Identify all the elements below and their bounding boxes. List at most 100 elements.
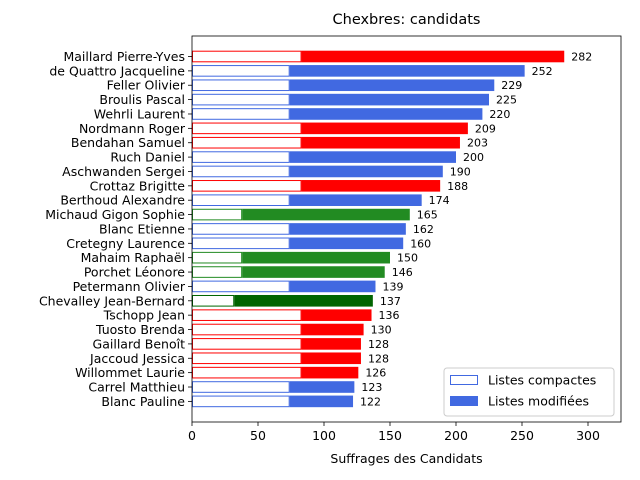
y-tick-label-19: Tuosto Brenda bbox=[95, 322, 185, 337]
bar-modified-5 bbox=[301, 122, 468, 135]
y-tick-label-12: Blanc Etienne bbox=[99, 221, 185, 236]
value-label-17: 137 bbox=[380, 295, 401, 308]
bar-modified-3 bbox=[289, 93, 489, 106]
bar-modified-10 bbox=[289, 194, 422, 206]
value-label-6: 203 bbox=[467, 137, 488, 150]
y-tick-label-6: Bendahan Samuel bbox=[71, 135, 185, 150]
y-tick-label-24: Blanc Pauline bbox=[101, 394, 185, 409]
bar-compact-15 bbox=[192, 266, 243, 278]
x-tick-label-1: 50 bbox=[250, 428, 266, 443]
bar-compact-10 bbox=[192, 194, 290, 206]
bar-compact-5 bbox=[192, 122, 302, 135]
y-tick-label-3: Broulis Pascal bbox=[99, 92, 185, 107]
bar-compact-0 bbox=[192, 50, 302, 63]
y-tick-label-7: Ruch Daniel bbox=[110, 150, 185, 165]
y-tick-label-22: Willommet Laurie bbox=[75, 365, 185, 380]
bar-compact-21 bbox=[192, 352, 302, 365]
legend-swatch-1 bbox=[450, 396, 478, 406]
value-label-14: 150 bbox=[397, 252, 418, 265]
value-label-1: 252 bbox=[532, 65, 553, 78]
bar-modified-21 bbox=[301, 352, 361, 365]
value-label-22: 126 bbox=[365, 367, 386, 380]
value-label-8: 190 bbox=[450, 165, 471, 178]
bar-modified-1 bbox=[289, 65, 525, 77]
bar-modified-9 bbox=[301, 180, 441, 192]
bar-compact-23 bbox=[192, 381, 290, 393]
y-tick-label-0: Maillard Pierre-Yves bbox=[63, 49, 185, 64]
x-tick-label-2: 100 bbox=[312, 428, 336, 443]
bar-modified-7 bbox=[289, 151, 456, 163]
y-tick-label-13: Cretegny Laurence bbox=[66, 236, 185, 251]
value-label-2: 229 bbox=[501, 79, 522, 92]
y-tick-label-11: Michaud Gigon Sophie bbox=[45, 207, 185, 222]
chart-title: Chexbres: candidats bbox=[333, 12, 481, 28]
y-tick-label-20: Gaillard Benoît bbox=[93, 336, 186, 351]
legend-label-0: Listes compactes bbox=[488, 373, 596, 388]
bar-compact-12 bbox=[192, 223, 290, 235]
bar-compact-9 bbox=[192, 180, 302, 192]
bar-modified-22 bbox=[301, 366, 359, 379]
value-label-18: 136 bbox=[379, 309, 400, 322]
legend-swatch-0 bbox=[450, 375, 478, 385]
value-label-10: 174 bbox=[429, 194, 450, 207]
plot-area: 282 Maillard Pierre-Yves 252 de Quattro Jac… bbox=[39, 35, 622, 443]
bar-compact-1 bbox=[192, 65, 290, 77]
bar-modified-17 bbox=[234, 294, 373, 307]
bar-compact-11 bbox=[192, 208, 243, 221]
bar-compact-3 bbox=[192, 93, 290, 106]
x-tick-label-6: 300 bbox=[576, 428, 600, 443]
y-tick-label-16: Petermann Olivier bbox=[73, 279, 186, 294]
bar-modified-20 bbox=[301, 338, 361, 350]
bar-modified-15 bbox=[242, 266, 385, 278]
value-label-20: 128 bbox=[368, 338, 389, 351]
bar-compact-7 bbox=[192, 151, 290, 163]
y-tick-label-15: Porchet Léonore bbox=[84, 265, 185, 280]
bar-compact-8 bbox=[192, 165, 290, 178]
bar-modified-18 bbox=[301, 309, 372, 321]
bar-modified-6 bbox=[301, 136, 460, 149]
y-tick-label-21: Jaccoud Jessica bbox=[89, 351, 185, 366]
legend-label-1: Listes modifiées bbox=[488, 394, 589, 409]
y-tick-label-14: Mahaim Raphaël bbox=[81, 250, 185, 265]
y-tick-label-10: Berthoud Alexandre bbox=[60, 193, 185, 208]
y-tick-label-5: Nordmann Roger bbox=[79, 121, 186, 136]
value-label-15: 146 bbox=[392, 266, 413, 279]
x-tick-label-5: 250 bbox=[510, 428, 534, 443]
bar-compact-18 bbox=[192, 309, 302, 321]
value-label-4: 220 bbox=[489, 108, 510, 121]
value-label-19: 130 bbox=[371, 324, 392, 337]
bar-modified-16 bbox=[289, 280, 376, 293]
bar-modified-0 bbox=[301, 50, 565, 63]
y-tick-label-8: Aschwanden Sergei bbox=[62, 164, 185, 179]
bar-modified-13 bbox=[289, 237, 404, 250]
value-label-23: 123 bbox=[361, 381, 382, 394]
x-tick-label-0: 0 bbox=[188, 428, 196, 443]
value-label-24: 122 bbox=[360, 395, 381, 408]
bar-modified-14 bbox=[242, 251, 390, 264]
y-tick-label-2: Feller Olivier bbox=[107, 78, 186, 93]
bar-compact-19 bbox=[192, 323, 302, 336]
bar-compact-13 bbox=[192, 237, 290, 250]
bar-compact-17 bbox=[192, 294, 235, 307]
bar-compact-22 bbox=[192, 366, 302, 379]
y-tick-label-9: Crottaz Brigitte bbox=[90, 178, 186, 193]
value-label-16: 139 bbox=[382, 280, 403, 293]
bar-compact-16 bbox=[192, 280, 290, 293]
x-axis-label: Suffrages des Candidats bbox=[330, 451, 482, 466]
bar-modified-24 bbox=[289, 395, 354, 408]
value-label-21: 128 bbox=[368, 352, 389, 365]
value-label-0: 282 bbox=[571, 51, 592, 64]
legend: Listes compactes Listes modifiées bbox=[443, 367, 615, 417]
axes-frame bbox=[191, 35, 622, 423]
bar-modified-23 bbox=[289, 381, 355, 393]
bar-compact-20 bbox=[192, 338, 302, 350]
bar-compact-6 bbox=[192, 136, 302, 149]
bar-modified-8 bbox=[289, 165, 443, 178]
value-label-13: 160 bbox=[410, 237, 431, 250]
y-tick-label-4: Wehrli Laurent bbox=[94, 106, 185, 121]
x-tick-label-3: 150 bbox=[378, 428, 402, 443]
bar-modified-2 bbox=[289, 79, 495, 92]
bar-modified-11 bbox=[242, 208, 410, 221]
y-tick-label-18: Tschopp Jean bbox=[103, 308, 185, 323]
